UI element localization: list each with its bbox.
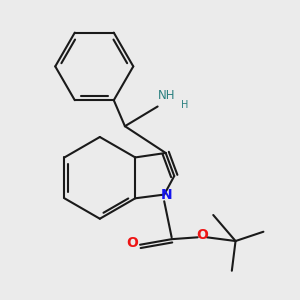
Text: N: N <box>160 188 172 202</box>
Text: O: O <box>127 236 139 250</box>
Text: NH: NH <box>158 89 176 102</box>
Text: H: H <box>182 100 189 110</box>
Text: O: O <box>196 229 208 242</box>
